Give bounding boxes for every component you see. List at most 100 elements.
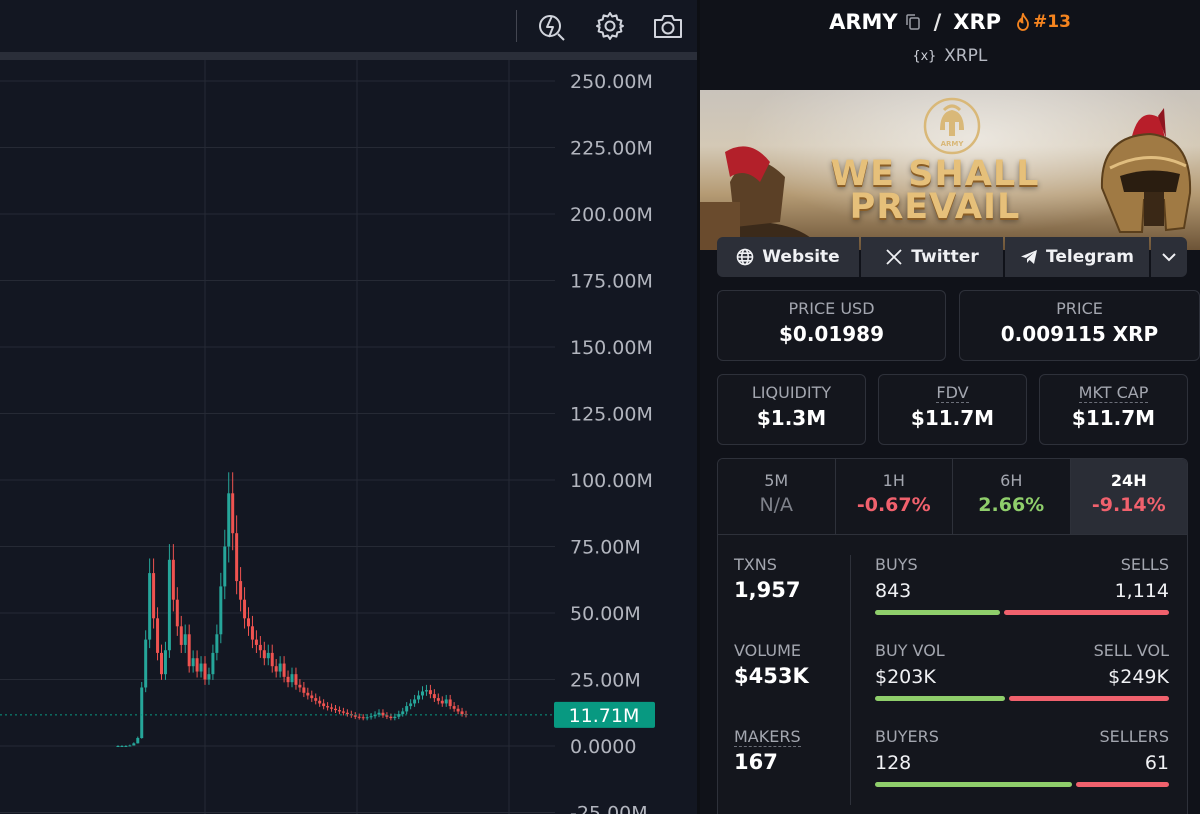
txn-divider — [850, 555, 851, 805]
candle-body — [373, 714, 377, 717]
candle-body — [448, 699, 452, 707]
candle-body — [191, 658, 195, 667]
candle-body — [128, 745, 132, 747]
tab-6h[interactable]: 6H 2.66% — [953, 459, 1071, 534]
candle-body — [334, 708, 337, 711]
sells-bar-fill — [1003, 610, 1169, 615]
chart-panel[interactable]: 250.00M 225.00M 200.00M 175.00M 150.00M 125.0… — [0, 0, 697, 814]
price-native-box: PRICE 0.009115 XRP — [959, 290, 1200, 361]
candle-body — [219, 586, 223, 635]
candle-body — [417, 695, 421, 700]
candle-body — [235, 533, 239, 582]
trending-badge[interactable]: #13 — [1015, 12, 1071, 32]
settings-gear-icon[interactable] — [592, 8, 628, 44]
candle-body — [306, 692, 310, 696]
candle-body — [250, 626, 254, 640]
candle-body — [163, 650, 167, 675]
candle-body — [369, 716, 373, 718]
panel-divider[interactable] — [697, 0, 700, 814]
token-banner: ARMY WE SHALL PREVAIL — [700, 90, 1200, 250]
candle-body — [294, 674, 298, 685]
candle-body — [239, 581, 243, 600]
y-axis-tick-label: 225.00M — [570, 138, 653, 160]
candle-body — [337, 710, 341, 712]
toolbar-border — [0, 52, 697, 60]
price-native-value: 0.009115 XRP — [1000, 322, 1159, 346]
candle-body — [428, 690, 432, 695]
fdv-value: $11.7M — [910, 406, 995, 430]
tab-1h[interactable]: 1H -0.67% — [835, 459, 953, 534]
website-link-button[interactable]: Website — [717, 237, 859, 277]
chart-grid — [0, 60, 555, 814]
current-value-label: 11.71M — [569, 705, 640, 727]
txns-value: 1,957 — [734, 578, 801, 602]
tab-24h-label: 24H — [1110, 471, 1147, 490]
candle-body — [361, 717, 365, 719]
candle-body — [262, 650, 266, 659]
indicators-icon[interactable] — [534, 8, 570, 44]
telegram-link-button[interactable]: Telegram — [1005, 237, 1149, 277]
banner-headline: WE SHALL PREVAIL — [810, 157, 1060, 225]
globe-icon — [736, 248, 754, 266]
price-chart[interactable]: 250.00M 225.00M 200.00M 175.00M 150.00M 125.0… — [0, 60, 697, 814]
pair-title: ARMY / XRP #13 — [700, 10, 1200, 34]
volume-value: $453K — [734, 664, 809, 688]
twitter-link-button[interactable]: Twitter — [861, 237, 1003, 277]
market-cap-box[interactable]: MKT CAP $11.7M — [1039, 374, 1188, 445]
candle-body — [286, 676, 290, 683]
candle-body — [175, 599, 179, 627]
tab-5m[interactable]: 5M N/A — [718, 459, 836, 534]
makers-value: 167 — [734, 750, 778, 774]
social-links-bar: Website Twitter Telegram — [717, 237, 1187, 277]
buys-sells-bar — [875, 610, 1169, 615]
candle-body — [266, 652, 270, 659]
fdv-box[interactable]: FDV $11.7M — [878, 374, 1027, 445]
sellers-bar-fill — [1076, 782, 1169, 787]
candle-body — [440, 700, 444, 704]
tab-6h-label: 6H — [1000, 471, 1023, 490]
candle-body — [215, 634, 219, 653]
website-link-label: Website — [762, 247, 840, 267]
candle-body — [385, 715, 389, 717]
candle-body — [389, 716, 393, 719]
y-axis-labels: 250.00M 225.00M 200.00M 175.00M 150.00M 125.0… — [570, 71, 653, 814]
candle-body — [243, 599, 247, 619]
candle-body — [456, 708, 460, 712]
telegram-icon — [1021, 250, 1038, 264]
candle-body — [231, 493, 235, 534]
y-axis-tick-label: -25.00M — [570, 803, 648, 814]
candle-body — [270, 652, 274, 667]
makers-stat: MAKERS 167 — [734, 727, 801, 774]
y-axis-tick-label: 0.0000 — [570, 736, 636, 758]
more-links-button[interactable] — [1151, 237, 1187, 277]
makers-label[interactable]: MAKERS — [734, 727, 801, 747]
candle-body — [330, 707, 334, 709]
camera-icon[interactable] — [650, 8, 686, 44]
tab-5m-value: N/A — [759, 494, 794, 516]
y-axis-tick-label: 125.00M — [570, 404, 653, 426]
candle-body — [187, 634, 191, 667]
sells-value: 1,114 — [1114, 580, 1169, 602]
candle-body — [278, 663, 282, 672]
price-native-label: PRICE — [1056, 299, 1103, 318]
tab-24h[interactable]: 24H -9.14% — [1070, 459, 1187, 534]
candle-body — [326, 706, 330, 708]
candle-body — [247, 618, 250, 627]
army-emblem-icon: ARMY — [923, 97, 981, 155]
market-cap-label[interactable]: MKT CAP — [1078, 383, 1149, 403]
fdv-label-wrap: FDV — [879, 383, 1026, 403]
candle-body — [436, 698, 440, 701]
tab-24h-value: -9.14% — [1091, 494, 1166, 516]
fdv-label[interactable]: FDV — [936, 383, 969, 403]
copy-icon[interactable] — [904, 13, 922, 31]
candle-body — [432, 694, 436, 699]
candle-body — [444, 699, 448, 704]
candle-body — [195, 658, 199, 672]
candle-body — [353, 715, 357, 717]
liquidity-box: LIQUIDITY $1.3M — [717, 374, 866, 445]
candle-body — [314, 698, 318, 701]
spartan-helmet-left-icon — [700, 146, 810, 250]
candle-body — [413, 699, 417, 704]
candle-body — [211, 652, 215, 675]
candle-body — [322, 703, 326, 707]
